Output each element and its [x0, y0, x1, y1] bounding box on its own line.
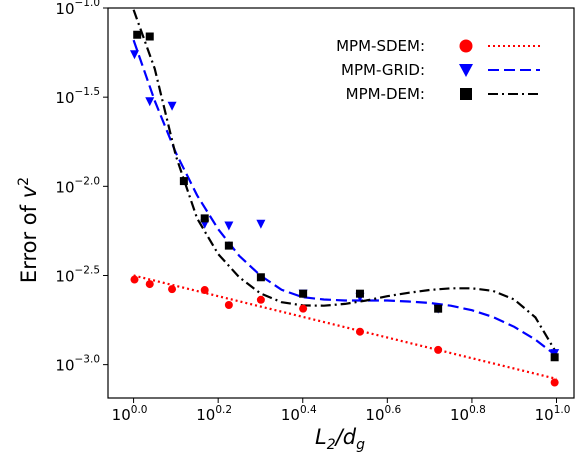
data-point-series-1-4	[224, 221, 234, 231]
data-point-series-0-3	[200, 286, 209, 295]
x-axis-title: L2/dg	[315, 425, 365, 453]
data-point-series-0-6	[299, 304, 308, 313]
legend-label-0: MPM-SDEM:	[336, 37, 425, 55]
data-point-series-0-9	[550, 378, 559, 387]
fit-line-series-1	[132, 39, 558, 357]
fit-line-series-2	[132, 9, 558, 354]
y-tick-label-1: 10−2.5	[55, 264, 100, 285]
legend: MPM-SDEM: MPM-GRID: MPM-DEM:	[336, 37, 540, 103]
data-point-series-0-7	[355, 327, 364, 336]
data-point-series-2-7	[355, 289, 364, 298]
legend-label-2: MPM-DEM:	[346, 85, 425, 103]
legend-marker-1	[459, 64, 473, 77]
data-point-series-0-2	[168, 285, 177, 294]
legend-marker-0	[459, 39, 473, 53]
data-point-series-0-4	[224, 300, 233, 309]
y-tick-label-3: 10−1.5	[55, 86, 100, 107]
x-tick-label-3: 100.6	[365, 404, 401, 424]
x-tick-label-2: 100.4	[281, 404, 317, 424]
data-point-series-0-8	[434, 345, 443, 354]
data-point-series-2-0	[133, 30, 142, 39]
data-point-series-2-9	[550, 353, 559, 362]
data-point-series-1-0	[129, 50, 139, 60]
data-point-series-0-1	[145, 280, 154, 289]
data-point-series-2-3	[200, 214, 209, 223]
y-axis-ticks: 10−3.0 10−2.5 10−2.0 10−1.5 10−1.0	[55, 0, 108, 375]
data-point-series-0-5	[256, 295, 265, 304]
data-point-series-1-5	[256, 219, 266, 229]
legend-label-1: MPM-GRID:	[341, 61, 425, 79]
data-point-series-2-8	[434, 304, 443, 313]
x-tick-label-0: 100.0	[112, 404, 148, 424]
data-point-series-1-1	[145, 97, 155, 107]
y-tick-label-4: 10−1.0	[55, 0, 100, 18]
data-point-series-2-6	[299, 289, 308, 298]
data-point-series-1-2	[167, 101, 177, 111]
data-markers	[129, 30, 560, 387]
legend-marker-2	[460, 88, 472, 100]
data-point-series-2-1	[145, 32, 154, 41]
x-tick-label-4: 100.8	[450, 404, 486, 424]
data-point-series-2-4	[224, 241, 233, 250]
data-point-series-2-2	[179, 177, 188, 186]
plot-frame	[107, 7, 575, 399]
x-tick-label-5: 101.0	[535, 404, 571, 424]
y-axis-title: Error of v2	[16, 177, 41, 283]
y-tick-label-0: 10−3.0	[55, 354, 100, 375]
x-tick-label-1: 100.2	[196, 404, 232, 424]
data-point-series-0-0	[130, 275, 139, 284]
x-axis-ticks: 100.0 100.2 100.4 100.6 100.8 101.0	[112, 398, 571, 424]
y-tick-label-2: 10−2.0	[55, 175, 100, 196]
fit-lines	[132, 9, 558, 380]
data-point-series-2-5	[256, 273, 265, 282]
